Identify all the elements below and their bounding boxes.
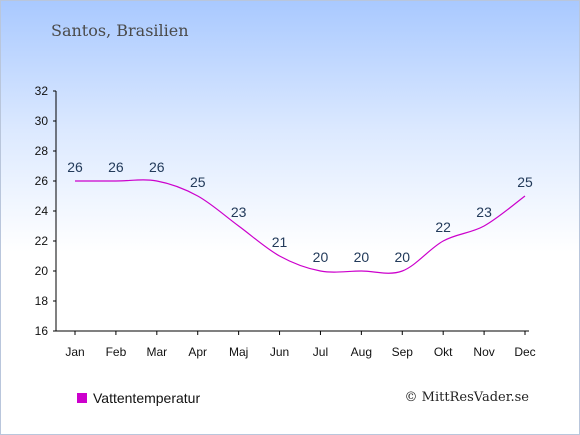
x-tick-label-Nov: Nov	[473, 345, 494, 359]
y-tick-label-30: 30	[35, 114, 49, 128]
data-label-Jan: 26	[67, 159, 83, 175]
x-tick-label-Aug: Aug	[351, 345, 372, 359]
location-title: Santos, Brasilien	[51, 21, 189, 40]
data-label-Dec: 25	[517, 174, 533, 190]
data-label-Okt: 22	[435, 219, 451, 235]
copyright-text: © MittResVader.se	[404, 390, 529, 405]
data-label-Aug: 20	[354, 249, 370, 265]
x-tick-label-Feb: Feb	[106, 345, 127, 359]
y-tick-label-24: 24	[35, 204, 49, 218]
x-tick-label-Maj: Maj	[229, 345, 248, 359]
x-tick-label-Dec: Dec	[514, 345, 535, 359]
y-tick-label-26: 26	[35, 174, 49, 188]
x-tick-label-Sep: Sep	[392, 345, 414, 359]
data-label-Apr: 25	[190, 174, 206, 190]
y-tick-label-22: 22	[35, 234, 49, 248]
data-label-Jul: 20	[313, 249, 329, 265]
y-tick-label-16: 16	[35, 324, 49, 338]
data-label-Maj: 23	[231, 204, 247, 220]
legend: Vattentemperatur	[77, 390, 200, 406]
x-tick-label-Jan: Jan	[65, 345, 84, 359]
x-tick-label-Jul: Jul	[313, 345, 328, 359]
data-label-Mar: 26	[149, 159, 165, 175]
y-tick-label-20: 20	[35, 264, 49, 278]
legend-swatch	[77, 393, 87, 403]
x-tick-label-Apr: Apr	[188, 345, 207, 359]
data-label-Sep: 20	[394, 249, 410, 265]
y-tick-label-18: 18	[35, 294, 49, 308]
y-tick-label-28: 28	[35, 144, 49, 158]
data-label-Feb: 26	[108, 159, 124, 175]
x-tick-label-Okt: Okt	[434, 345, 453, 359]
y-tick-label-32: 32	[35, 84, 49, 98]
x-tick-label-Mar: Mar	[146, 345, 167, 359]
data-label-Nov: 23	[476, 204, 492, 220]
series-line-0	[75, 179, 526, 274]
data-label-Jun: 21	[272, 234, 288, 250]
x-tick-label-Jun: Jun	[270, 345, 289, 359]
legend-label: Vattentemperatur	[93, 390, 201, 406]
